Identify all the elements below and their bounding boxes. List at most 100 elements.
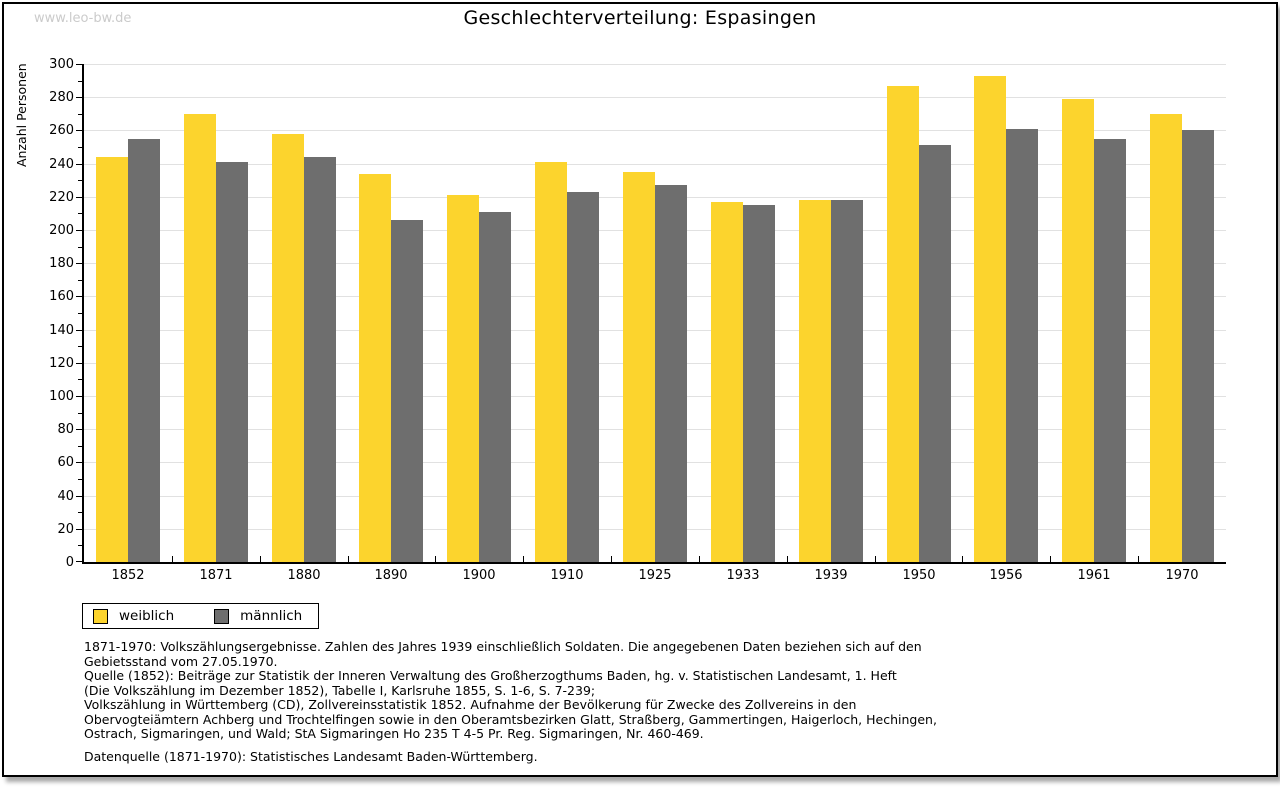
y-axis-title: Anzahl Personen xyxy=(14,63,29,167)
y-axis-tick xyxy=(76,396,82,397)
bar-männlich-1925 xyxy=(655,185,687,562)
footer-line: Gebietsstand vom 27.05.1970. xyxy=(84,653,278,669)
bar-männlich-1933 xyxy=(743,205,775,562)
y-axis-minor-tick xyxy=(78,147,82,148)
x-axis-tick xyxy=(348,556,349,562)
x-axis-label-1871: 1871 xyxy=(199,568,233,583)
bar-weiblich-1950 xyxy=(887,86,919,562)
bar-weiblich-1956 xyxy=(974,76,1006,562)
bar-männlich-1970 xyxy=(1182,130,1214,562)
x-axis-label-1950: 1950 xyxy=(902,568,936,583)
y-axis-minor-tick xyxy=(78,313,82,314)
bar-männlich-1939 xyxy=(831,200,863,562)
footer-line: Obervogteiämtern Achberg und Trochtelfin… xyxy=(84,711,937,727)
bar-männlich-1871 xyxy=(216,162,248,562)
y-axis-tick xyxy=(76,362,82,364)
chart-page: www.leo-bw.de Geschlechterverteilung: Es… xyxy=(2,2,1278,777)
bar-männlich-1900 xyxy=(479,212,511,562)
y-axis-tick-label: 120 xyxy=(49,355,74,371)
footer-line: Quelle (1852): Beiträge zur Statistik de… xyxy=(84,668,897,683)
x-axis-tick xyxy=(523,556,524,562)
bar-weiblich-1880 xyxy=(272,134,304,562)
bar-männlich-1890 xyxy=(391,220,423,562)
y-axis-tick xyxy=(76,495,82,497)
x-axis-label-1939: 1939 xyxy=(814,568,848,583)
y-axis-minor-tick xyxy=(78,412,82,414)
bar-weiblich-1910 xyxy=(535,162,567,562)
y-axis-tick xyxy=(76,429,82,431)
y-axis-tick-label: 300 xyxy=(49,57,74,72)
bar-weiblich-1871 xyxy=(184,114,216,562)
bar-männlich-1880 xyxy=(304,157,336,562)
x-axis-label-1880: 1880 xyxy=(287,568,321,583)
x-axis-tick xyxy=(875,556,876,562)
gridline xyxy=(84,64,1226,65)
x-axis-tick xyxy=(260,556,261,562)
x-axis-label-1900: 1900 xyxy=(462,568,496,583)
y-axis-tick xyxy=(76,230,82,231)
gridline xyxy=(84,97,1226,99)
y-axis-minor-tick xyxy=(78,512,82,514)
y-axis-minor-tick xyxy=(78,80,82,82)
y-axis-tick xyxy=(76,196,82,198)
bar-männlich-1950 xyxy=(919,145,951,562)
y-axis-tick xyxy=(76,528,82,530)
y-axis-line xyxy=(82,64,84,562)
legend-item-weiblich: weiblich xyxy=(93,608,174,624)
footer-notes: 1871-1970: Volkszählungsergebnisse. Zahl… xyxy=(84,639,1204,742)
y-axis-tick-label: 220 xyxy=(49,189,74,205)
footer-line: Volkszählung in Württemberg (CD), Zollve… xyxy=(84,697,857,712)
x-axis-label-1956: 1956 xyxy=(989,568,1023,583)
bar-männlich-1910 xyxy=(567,192,599,562)
legend-item-männlich: männlich xyxy=(214,608,302,624)
y-axis-tick xyxy=(76,130,82,132)
bar-weiblich-1852 xyxy=(96,157,128,562)
x-axis-label-1910: 1910 xyxy=(550,568,584,583)
y-axis-tick-label: 260 xyxy=(49,123,74,139)
y-axis-tick-label: 200 xyxy=(49,223,74,238)
y-axis-minor-tick xyxy=(78,346,82,348)
bar-männlich-1852 xyxy=(128,139,160,562)
y-axis-tick xyxy=(76,97,82,99)
legend-swatch-weiblich xyxy=(93,608,108,624)
x-axis-tick xyxy=(699,556,700,562)
y-axis-minor-tick xyxy=(78,279,82,281)
legend-label: männlich xyxy=(240,608,303,624)
y-axis-tick-label: 280 xyxy=(49,90,74,106)
legend: weiblich männlich xyxy=(82,603,320,629)
bar-männlich-1956 xyxy=(1006,129,1038,562)
x-axis-label-1970: 1970 xyxy=(1165,568,1199,583)
x-axis-label-1933: 1933 xyxy=(726,568,760,583)
x-axis-tick xyxy=(1138,556,1139,562)
footer-datasource: Datenquelle (1871-1970): Statistisches L… xyxy=(84,748,538,764)
x-axis-label-1961: 1961 xyxy=(1077,568,1111,583)
footer-line: 1871-1970: Volkszählungsergebnisse. Zahl… xyxy=(84,639,922,654)
bar-weiblich-1939 xyxy=(799,200,831,562)
page-title: Geschlechterverteilung: Espasingen xyxy=(463,7,817,29)
y-axis-tick xyxy=(76,561,82,562)
y-axis-minor-tick xyxy=(78,545,82,547)
y-axis-minor-tick xyxy=(78,180,82,182)
x-axis-tick xyxy=(787,556,788,562)
bar-weiblich-1925 xyxy=(623,172,655,562)
footer-line: Ostrach, Sigmaringen, und Wald; StA Sigm… xyxy=(84,726,704,741)
y-axis-minor-tick xyxy=(78,479,82,480)
x-axis-tick xyxy=(172,556,173,562)
bar-weiblich-1900 xyxy=(447,195,479,562)
x-axis-label-1890: 1890 xyxy=(374,568,408,583)
bar-weiblich-1933 xyxy=(711,202,743,562)
x-axis-line xyxy=(82,562,1226,564)
y-axis-tick xyxy=(76,296,82,298)
y-axis-tick-label: 140 xyxy=(49,322,74,338)
bar-männlich-1961 xyxy=(1094,139,1126,562)
y-axis-tick xyxy=(76,64,82,65)
y-axis-tick-label: 180 xyxy=(49,256,74,272)
y-axis-tick-label: 240 xyxy=(49,156,74,172)
x-axis-tick xyxy=(435,556,436,562)
chart-plot: 0 20 40 60 80 100 120 140 160 180 200 220 240 260 280 3… xyxy=(49,57,1226,583)
y-axis-minor-tick xyxy=(78,213,82,215)
x-axis-tick xyxy=(962,556,963,562)
gridline xyxy=(84,163,1226,165)
legend-label: weiblich xyxy=(119,608,175,624)
gridline xyxy=(84,130,1226,132)
